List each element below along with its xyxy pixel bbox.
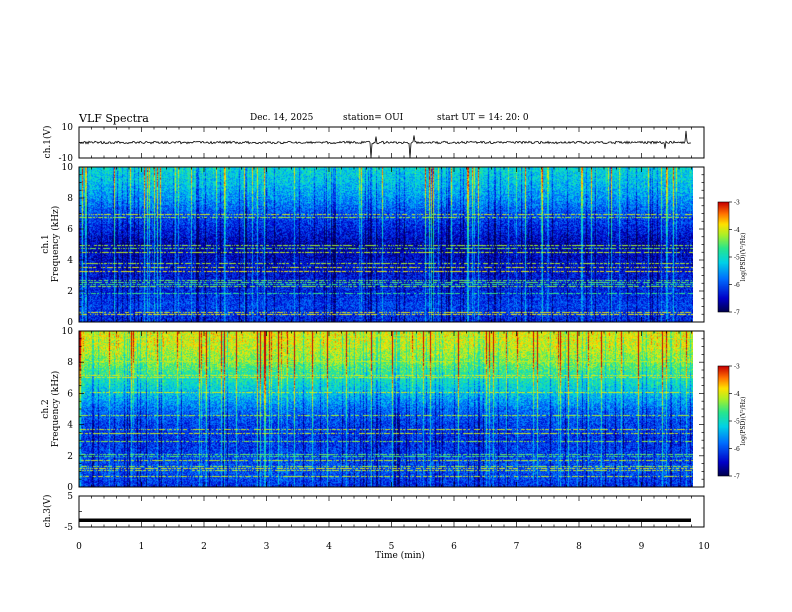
ch1-y-tick-label-2: 4 (67, 256, 73, 266)
date-label: Dec. 14, 2025 (250, 113, 314, 123)
ch1-y-tick-label-3: 6 (67, 225, 73, 235)
ch1-y-tick-label-4: 8 (67, 194, 73, 204)
ch1-channel-label: ch.1 (41, 234, 51, 253)
ch2-y-tick-label-2: 4 (67, 421, 73, 431)
start-time-label: start UT = 14: 20: 0 (437, 113, 529, 123)
chart-title: VLF Spectra (79, 112, 149, 125)
ch1-colorbar-tick-0: -3 (734, 200, 740, 207)
ch2-colorbar-tick-1: -4 (734, 391, 740, 398)
ch2-colorbar-label: log(PSD)(V²/Hz) (740, 397, 747, 446)
ch2-y-tick-label-4: 8 (67, 358, 73, 368)
ch2-colorbar-tick-3: -6 (734, 446, 740, 453)
ch1-colorbar-tick-4: -7 (734, 310, 740, 317)
ch2-colorbar-tick-0: -3 (734, 364, 740, 371)
x-tick-label-0: 0 (76, 542, 82, 552)
ch1-wave-y-tick-label-0: 10 (62, 123, 74, 133)
ch2-spectrogram-image (79, 331, 693, 487)
x-tick-label-10: 10 (698, 542, 710, 552)
ch1-freq-label: Frequency (kHz) (50, 206, 61, 283)
ch2-colorbar-tick-2: -5 (734, 419, 740, 426)
ch1-colorbar-tick-1: -4 (734, 227, 740, 234)
station-label: station= OUI (343, 113, 404, 123)
ch3-wave-y-tick-label-1: -5 (64, 523, 73, 533)
x-tick-label-1: 1 (139, 542, 145, 552)
x-tick-label-5: 5 (389, 542, 395, 552)
x-tick-label-3: 3 (264, 542, 270, 552)
x-tick-label-2: 2 (201, 542, 207, 552)
ch2-freq-label: Frequency (kHz) (50, 371, 61, 448)
ch2-y-tick-label-5: 10 (62, 327, 74, 337)
ch2-channel-label: ch.2 (41, 399, 51, 418)
x-tick-label-6: 6 (451, 542, 457, 552)
x-tick-label-4: 4 (326, 542, 332, 552)
ch2-colorbar (718, 366, 729, 476)
ch2-y-tick-label-0: 0 (67, 483, 73, 493)
ch1-y-tick-label-5: 10 (62, 163, 74, 173)
ch3-waveform-ylabel: ch.3(V) (42, 495, 53, 528)
x-axis-label: Time (min) (375, 550, 425, 561)
x-tick-label-9: 9 (639, 542, 645, 552)
ch1-y-tick-label-1: 2 (67, 287, 73, 297)
ch2-y-tick-label-1: 2 (67, 452, 73, 462)
ch1-colorbar-label: log(PSD)(V²/Hz) (740, 233, 747, 282)
ch1-spectrogram-image (79, 167, 693, 322)
ch1-colorbar-tick-2: -5 (734, 255, 740, 262)
ch3-wave-y-tick-label-0: 5 (67, 492, 73, 502)
ch1-colorbar (718, 202, 729, 312)
ch1-waveform-line (78, 130, 691, 158)
ch1-colorbar-tick-3: -6 (734, 282, 740, 289)
x-tick-label-8: 8 (576, 542, 582, 552)
ch2-colorbar-tick-4: -7 (734, 474, 740, 481)
ch1-y-tick-label-0: 0 (67, 318, 73, 328)
ch1-wave-y-tick-label-1: -10 (59, 154, 74, 164)
x-tick-label-7: 7 (514, 542, 520, 552)
ch2-y-tick-label-3: 6 (67, 389, 73, 399)
ch1-waveform-ylabel: ch.1(V) (42, 126, 53, 159)
